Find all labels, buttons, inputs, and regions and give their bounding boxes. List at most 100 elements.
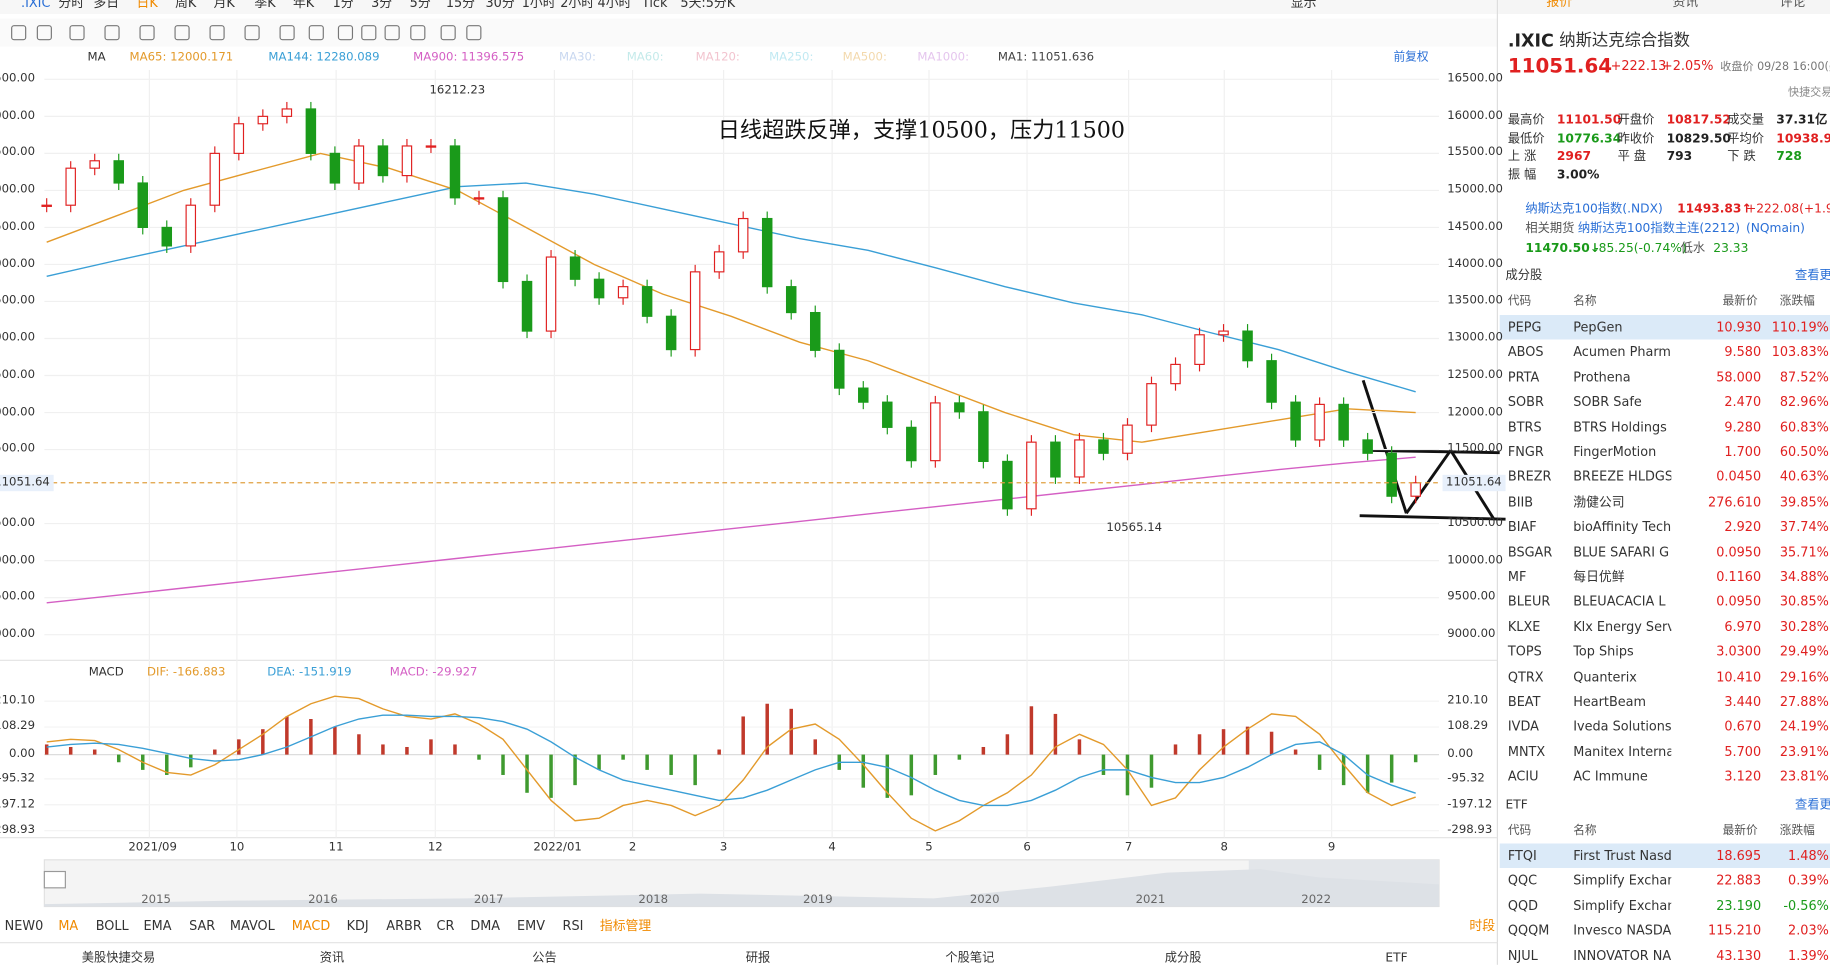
row-name[interactable]: BLEUACACIA L bbox=[1573, 594, 1666, 610]
row-name[interactable]: SOBR Safe bbox=[1573, 394, 1642, 410]
row-code[interactable]: PEPG bbox=[1507, 319, 1542, 335]
row-code[interactable]: BIAF bbox=[1507, 519, 1537, 535]
row-name[interactable]: INNOVATOR NA bbox=[1573, 948, 1672, 964]
sidebar-tab[interactable]: 资讯 bbox=[1672, 0, 1699, 10]
more-link[interactable]: 查看更 bbox=[1794, 268, 1830, 283]
row-code[interactable]: MNTX bbox=[1507, 744, 1546, 760]
row-code[interactable]: IVDA bbox=[1507, 719, 1539, 735]
indicator-tab[interactable]: SAR bbox=[189, 918, 216, 934]
row-name[interactable]: Prothena bbox=[1573, 369, 1631, 385]
row-code[interactable]: BLEUR bbox=[1507, 594, 1551, 610]
row-name[interactable]: First Trust Nasd bbox=[1573, 848, 1672, 864]
sidebar-tab[interactable]: 报价 bbox=[1546, 0, 1573, 10]
row-code[interactable]: FNGR bbox=[1507, 444, 1544, 460]
indicator-tab[interactable]: KDJ bbox=[346, 918, 369, 934]
period-tab[interactable]: 3分 bbox=[371, 0, 393, 11]
period-tab[interactable]: 1小时 bbox=[521, 0, 556, 11]
indicator-tab[interactable]: CR bbox=[436, 918, 455, 934]
bottom-tab[interactable]: 研报 bbox=[745, 950, 771, 965]
indicator-tab[interactable]: MA bbox=[58, 918, 79, 934]
row-code[interactable]: TOPS bbox=[1507, 644, 1542, 660]
more-link[interactable]: 查看更 bbox=[1794, 798, 1830, 813]
period-tab[interactable]: 月K bbox=[213, 0, 235, 11]
row-code[interactable]: QQC bbox=[1507, 873, 1538, 889]
period-tab[interactable]: 季K bbox=[254, 0, 276, 11]
indicator-tab[interactable]: DMA bbox=[470, 918, 501, 934]
period-tab[interactable]: 多日 bbox=[93, 0, 120, 11]
period-tab[interactable]: 分时 bbox=[58, 0, 85, 11]
row-name[interactable]: 渤健公司 bbox=[1573, 494, 1625, 510]
row-code[interactable]: BTRS bbox=[1507, 419, 1542, 435]
indicator-tab[interactable]: NEW0 bbox=[4, 918, 44, 934]
row-code[interactable]: BREZR bbox=[1507, 469, 1552, 485]
bottom-tab[interactable]: 个股笔记 bbox=[945, 950, 995, 965]
row-code[interactable]: QTRX bbox=[1507, 669, 1544, 685]
row-code[interactable]: KLXE bbox=[1507, 619, 1541, 635]
row-code[interactable]: ACIU bbox=[1507, 769, 1539, 785]
indicator-tab[interactable]: MAVOL bbox=[229, 918, 275, 934]
indicator-manage[interactable]: 指标管理 bbox=[599, 918, 652, 934]
period-tab[interactable]: 2小时 bbox=[560, 0, 595, 11]
period-tab[interactable]: 日K bbox=[136, 0, 158, 11]
indicator-tab[interactable]: EMA bbox=[143, 918, 172, 934]
row-code[interactable]: QQQM bbox=[1507, 923, 1550, 939]
symbol[interactable]: .IXIC bbox=[21, 0, 51, 11]
bottom-tab[interactable]: 资讯 bbox=[319, 950, 345, 965]
period-button[interactable]: 时段 bbox=[1469, 918, 1496, 934]
row-code[interactable]: QQD bbox=[1507, 898, 1538, 914]
bottom-tab[interactable]: 美股快捷交易 bbox=[81, 950, 156, 965]
row-code[interactable]: MF bbox=[1507, 569, 1527, 585]
row-name[interactable]: BREEZE HLDGS bbox=[1573, 469, 1672, 485]
row-name[interactable]: Manitex Interna bbox=[1573, 744, 1672, 760]
row-name[interactable]: Iveda Solutions bbox=[1573, 719, 1672, 735]
row-name[interactable]: BTRS Holdings bbox=[1573, 419, 1667, 435]
row-code[interactable]: BSGAR bbox=[1507, 544, 1553, 560]
row-name[interactable]: 每日优鲜 bbox=[1573, 569, 1625, 585]
period-tab[interactable]: 4小时 bbox=[597, 0, 632, 11]
adjust-toggle[interactable]: 前复权 bbox=[1393, 51, 1429, 65]
row-name[interactable]: Acumen Pharm bbox=[1573, 344, 1671, 360]
period-tab[interactable]: 1分 bbox=[332, 0, 354, 11]
row-name[interactable]: PepGen bbox=[1573, 319, 1623, 335]
period-tab[interactable]: 5天:5分K bbox=[680, 0, 736, 11]
quick-trade[interactable]: 快捷交易 bbox=[1787, 86, 1830, 100]
row-code[interactable]: NJUL bbox=[1507, 948, 1538, 964]
display-menu[interactable]: 显示 bbox=[1290, 0, 1317, 11]
row-name[interactable]: Simplify Exchange bbox=[1573, 873, 1671, 889]
row-name[interactable]: HeartBeam bbox=[1573, 694, 1647, 710]
sidebar-tab[interactable]: 评论 bbox=[1779, 0, 1806, 10]
row-name[interactable]: Klx Energy Serv bbox=[1573, 619, 1672, 635]
row-code[interactable]: BEAT bbox=[1507, 694, 1541, 710]
indicator-tab[interactable]: RSI bbox=[562, 918, 584, 934]
period-tab[interactable]: 30分 bbox=[485, 0, 515, 11]
row-code[interactable]: ABOS bbox=[1507, 344, 1544, 360]
bottom-tab[interactable]: ETF bbox=[1385, 950, 1408, 965]
row-name[interactable]: BLUE SAFARI G bbox=[1573, 544, 1670, 560]
indicator-tab[interactable]: MACD bbox=[291, 918, 331, 934]
row-code[interactable]: FTQI bbox=[1507, 848, 1537, 864]
row-name[interactable]: AC Immune bbox=[1573, 769, 1648, 785]
related-index[interactable]: 纳斯达克100指数(.NDX) bbox=[1525, 201, 1663, 216]
period-tab[interactable]: 周K bbox=[175, 0, 197, 11]
futures-name[interactable]: 纳斯达克100指数主连(2212) bbox=[1577, 221, 1741, 236]
navigator-handle[interactable] bbox=[43, 870, 66, 889]
row-name[interactable]: FingerMotion bbox=[1573, 444, 1657, 460]
bottom-tab[interactable]: 成分股 bbox=[1164, 950, 1202, 965]
row-name[interactable]: Quanterix bbox=[1573, 669, 1637, 685]
period-tab[interactable]: 5分 bbox=[409, 0, 431, 11]
bottom-tab[interactable]: 公告 bbox=[532, 950, 557, 965]
row-name[interactable]: Invesco NASDAQ bbox=[1573, 923, 1672, 939]
indicator-tab[interactable]: BOLL bbox=[95, 918, 129, 934]
ma-label[interactable]: MA bbox=[87, 51, 106, 65]
row-name[interactable]: bioAffinity Tech bbox=[1573, 519, 1672, 535]
row-code[interactable]: BIIB bbox=[1507, 494, 1534, 510]
row-name[interactable]: Simplify Exchange bbox=[1573, 898, 1671, 914]
row-code[interactable]: SOBR bbox=[1507, 394, 1544, 410]
row-name[interactable]: Top Ships bbox=[1573, 644, 1634, 660]
indicator-tab[interactable]: ARBR bbox=[386, 918, 422, 934]
indicator-tab[interactable]: EMV bbox=[517, 918, 545, 934]
period-tab[interactable]: Tick bbox=[641, 0, 668, 11]
period-tab[interactable]: 15分 bbox=[445, 0, 476, 11]
row-code[interactable]: PRTA bbox=[1507, 369, 1540, 385]
period-tab[interactable]: 年K bbox=[292, 0, 315, 11]
